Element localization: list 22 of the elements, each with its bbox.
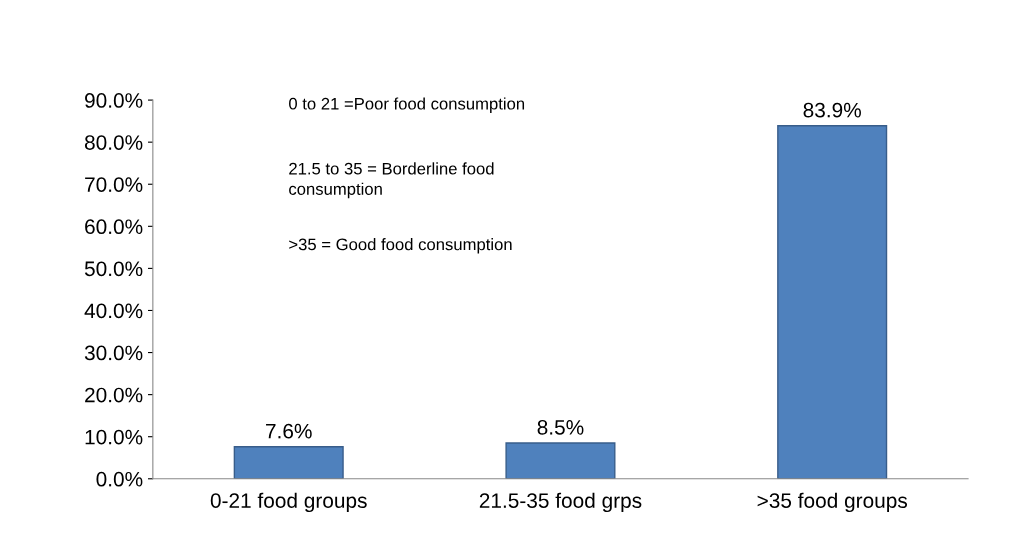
y-tick-label: 50.0% — [84, 261, 143, 277]
y-tick-label: 80.0% — [84, 135, 143, 150]
annotation: 0 to 21 =Poor food consumption — [289, 97, 525, 113]
data-label: 7.6% — [266, 423, 312, 439]
annotation: >35 = Good food consumption — [289, 238, 512, 254]
bar — [505, 442, 616, 479]
x-tick-label: >35 food groups — [757, 492, 908, 513]
x-tick-label: 21.5-35 food grps — [479, 492, 642, 513]
data-label: 83.9% — [803, 102, 861, 118]
y-tick-label: 30.0% — [84, 345, 143, 361]
y-tick-label: 0.0% — [96, 471, 143, 487]
y-tick-label: 60.0% — [85, 219, 143, 235]
y-tick-label: 10.0% — [85, 429, 143, 445]
y-tick-label: 70.0% — [85, 177, 143, 192]
annotation: 21.5 to 35 = Borderline food consumption — [289, 162, 494, 199]
y-tick-label: 40.0% — [84, 303, 143, 319]
y-tick-label: 90.0% — [85, 93, 143, 108]
x-tick-label: 0-21 food groups — [210, 492, 367, 513]
y-tick-label: 20.0% — [85, 387, 143, 403]
data-label: 8.5% — [537, 419, 584, 435]
bar — [777, 125, 888, 479]
bar — [233, 446, 344, 479]
